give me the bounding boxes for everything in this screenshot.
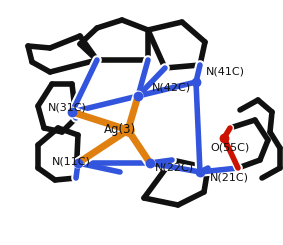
Point: [194, 80, 198, 84]
Point: [148, 161, 152, 165]
Point: [126, 128, 130, 132]
Point: [222, 136, 226, 140]
Point: [198, 170, 202, 174]
Point: [70, 110, 74, 114]
Point: [76, 161, 80, 165]
Text: N(41C): N(41C): [206, 67, 245, 77]
Text: N(42C): N(42C): [152, 83, 191, 93]
Text: Ag(3): Ag(3): [104, 123, 136, 136]
Text: N(31C): N(31C): [48, 103, 87, 113]
Point: [136, 94, 140, 98]
Text: N(21C): N(21C): [210, 173, 249, 183]
Text: N(22C): N(22C): [155, 163, 194, 173]
Text: N(11C): N(11C): [52, 157, 91, 167]
Text: O(55C): O(55C): [210, 143, 249, 153]
